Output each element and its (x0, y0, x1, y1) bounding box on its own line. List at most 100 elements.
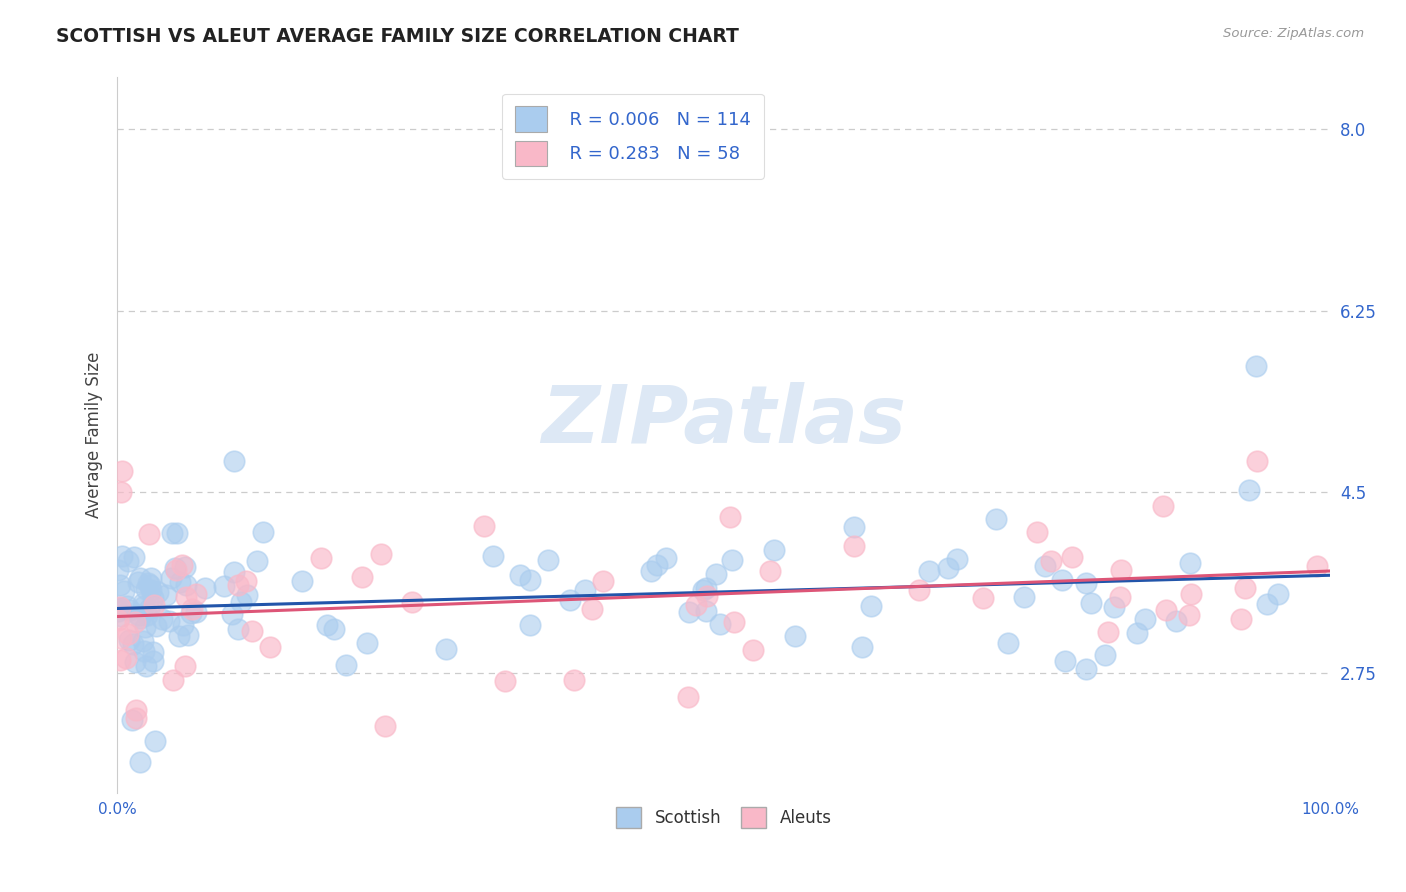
Point (1178, 556, 1201, 570)
Legend: Scottish, Aleuts: Scottish, Aleuts (609, 801, 838, 834)
Point (169, 574, 191, 589)
Point (1054, 654, 1077, 668)
Point (236, 588, 259, 602)
Point (124, 615, 146, 629)
Point (118, 603, 141, 617)
Point (134, 620, 156, 634)
Point (112, 584, 135, 599)
Point (1152, 499, 1174, 513)
Point (221, 607, 243, 622)
Point (494, 673, 516, 688)
Point (121, 637, 143, 651)
Point (1040, 554, 1063, 568)
Point (132, 633, 155, 648)
Point (122, 550, 145, 565)
Point (121, 713, 143, 727)
Point (678, 605, 700, 619)
Point (695, 581, 717, 595)
Point (186, 605, 208, 619)
Point (1244, 359, 1267, 373)
Point (212, 579, 235, 593)
Point (124, 655, 146, 669)
Point (111, 549, 134, 563)
Point (129, 755, 152, 769)
Point (562, 673, 585, 687)
Point (762, 543, 785, 558)
Point (259, 640, 281, 654)
Point (170, 558, 193, 572)
Point (997, 636, 1019, 650)
Point (695, 604, 717, 618)
Point (142, 645, 165, 659)
Point (135, 582, 157, 596)
Point (125, 711, 148, 725)
Point (851, 640, 873, 654)
Point (718, 510, 741, 524)
Point (107, 604, 129, 618)
Point (1050, 573, 1073, 587)
Point (785, 629, 807, 643)
Point (859, 599, 882, 613)
Point (174, 577, 197, 591)
Point (374, 719, 396, 733)
Point (1080, 596, 1102, 610)
Point (1135, 612, 1157, 626)
Point (162, 673, 184, 687)
Point (142, 599, 165, 613)
Point (252, 524, 274, 539)
Point (177, 628, 200, 642)
Point (186, 587, 208, 601)
Point (581, 602, 603, 616)
Point (945, 551, 967, 566)
Point (142, 591, 165, 606)
Point (127, 575, 149, 590)
Text: ZIPatlas: ZIPatlas (541, 382, 907, 459)
Point (115, 599, 138, 613)
Point (759, 564, 782, 578)
Point (918, 564, 941, 578)
Point (132, 596, 155, 610)
Point (352, 570, 374, 584)
Point (110, 578, 132, 592)
Point (1111, 563, 1133, 577)
Point (1233, 581, 1256, 595)
Point (706, 566, 728, 581)
Point (558, 592, 581, 607)
Point (242, 624, 264, 639)
Point (110, 601, 132, 615)
Point (124, 703, 146, 717)
Point (226, 578, 249, 592)
Point (136, 607, 159, 622)
Point (509, 567, 531, 582)
Point (128, 607, 150, 622)
Point (685, 598, 707, 612)
Point (1076, 661, 1098, 675)
Point (128, 571, 150, 585)
Point (150, 612, 173, 626)
Point (972, 591, 994, 605)
Point (842, 520, 865, 534)
Point (117, 626, 139, 640)
Point (1108, 590, 1130, 604)
Point (162, 526, 184, 541)
Point (696, 590, 718, 604)
Point (1267, 587, 1289, 601)
Point (741, 642, 763, 657)
Point (574, 582, 596, 597)
Point (228, 622, 250, 636)
Point (222, 566, 245, 580)
Point (291, 574, 314, 589)
Point (110, 464, 132, 478)
Point (114, 651, 136, 665)
Point (1180, 587, 1202, 601)
Point (139, 571, 162, 585)
Point (107, 563, 129, 577)
Point (721, 553, 744, 567)
Point (138, 526, 160, 541)
Point (1154, 603, 1177, 617)
Point (165, 563, 187, 577)
Point (108, 600, 131, 615)
Point (1062, 550, 1084, 565)
Point (231, 595, 253, 609)
Point (519, 617, 541, 632)
